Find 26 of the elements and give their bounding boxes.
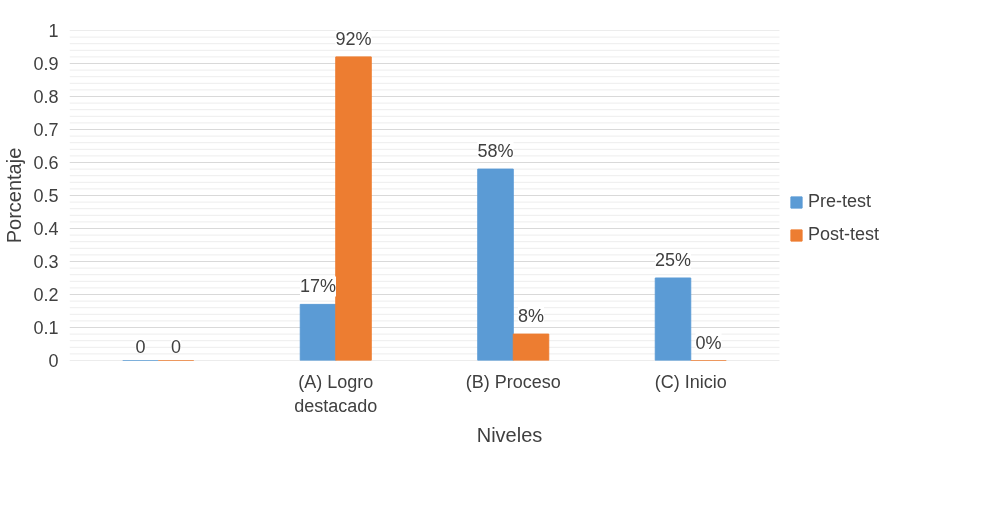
data-label: 17% xyxy=(299,276,337,297)
x-tick-label: (C) Inicio xyxy=(654,371,727,392)
y-tick-label: 0.9 xyxy=(33,54,59,74)
x-tick-label: (A) Logro destacado xyxy=(294,371,378,416)
x-tick-label: (B) Proceso xyxy=(465,371,561,392)
y-tick-label: 0.6 xyxy=(33,153,59,173)
y-tick-label: 1 xyxy=(48,21,59,41)
data-label: 58% xyxy=(477,141,514,162)
y-tick-label: 0.3 xyxy=(33,252,59,272)
legend-label: Pre-test xyxy=(808,191,872,212)
x-axis-title: Niveles xyxy=(476,423,543,446)
data-label: 25% xyxy=(654,250,692,270)
y-axis-title: Porcentaje xyxy=(3,147,26,244)
legend-label: Post-test xyxy=(808,224,880,245)
data-label: 0 xyxy=(170,336,182,357)
y-tick-label: 0.5 xyxy=(33,186,59,206)
y-tick-label: 0.2 xyxy=(33,285,59,305)
data-label: 92% xyxy=(335,28,372,49)
y-tick-label: 0.4 xyxy=(33,219,59,239)
data-label: 0 xyxy=(135,336,146,357)
y-tick-label: 0.8 xyxy=(33,87,59,107)
y-tick-label: 0 xyxy=(48,351,59,371)
data-label: 0% xyxy=(695,332,722,353)
y-tick-label: 0.1 xyxy=(33,318,59,338)
data-label: 8% xyxy=(517,306,545,327)
y-tick-label: 0.7 xyxy=(33,120,59,140)
